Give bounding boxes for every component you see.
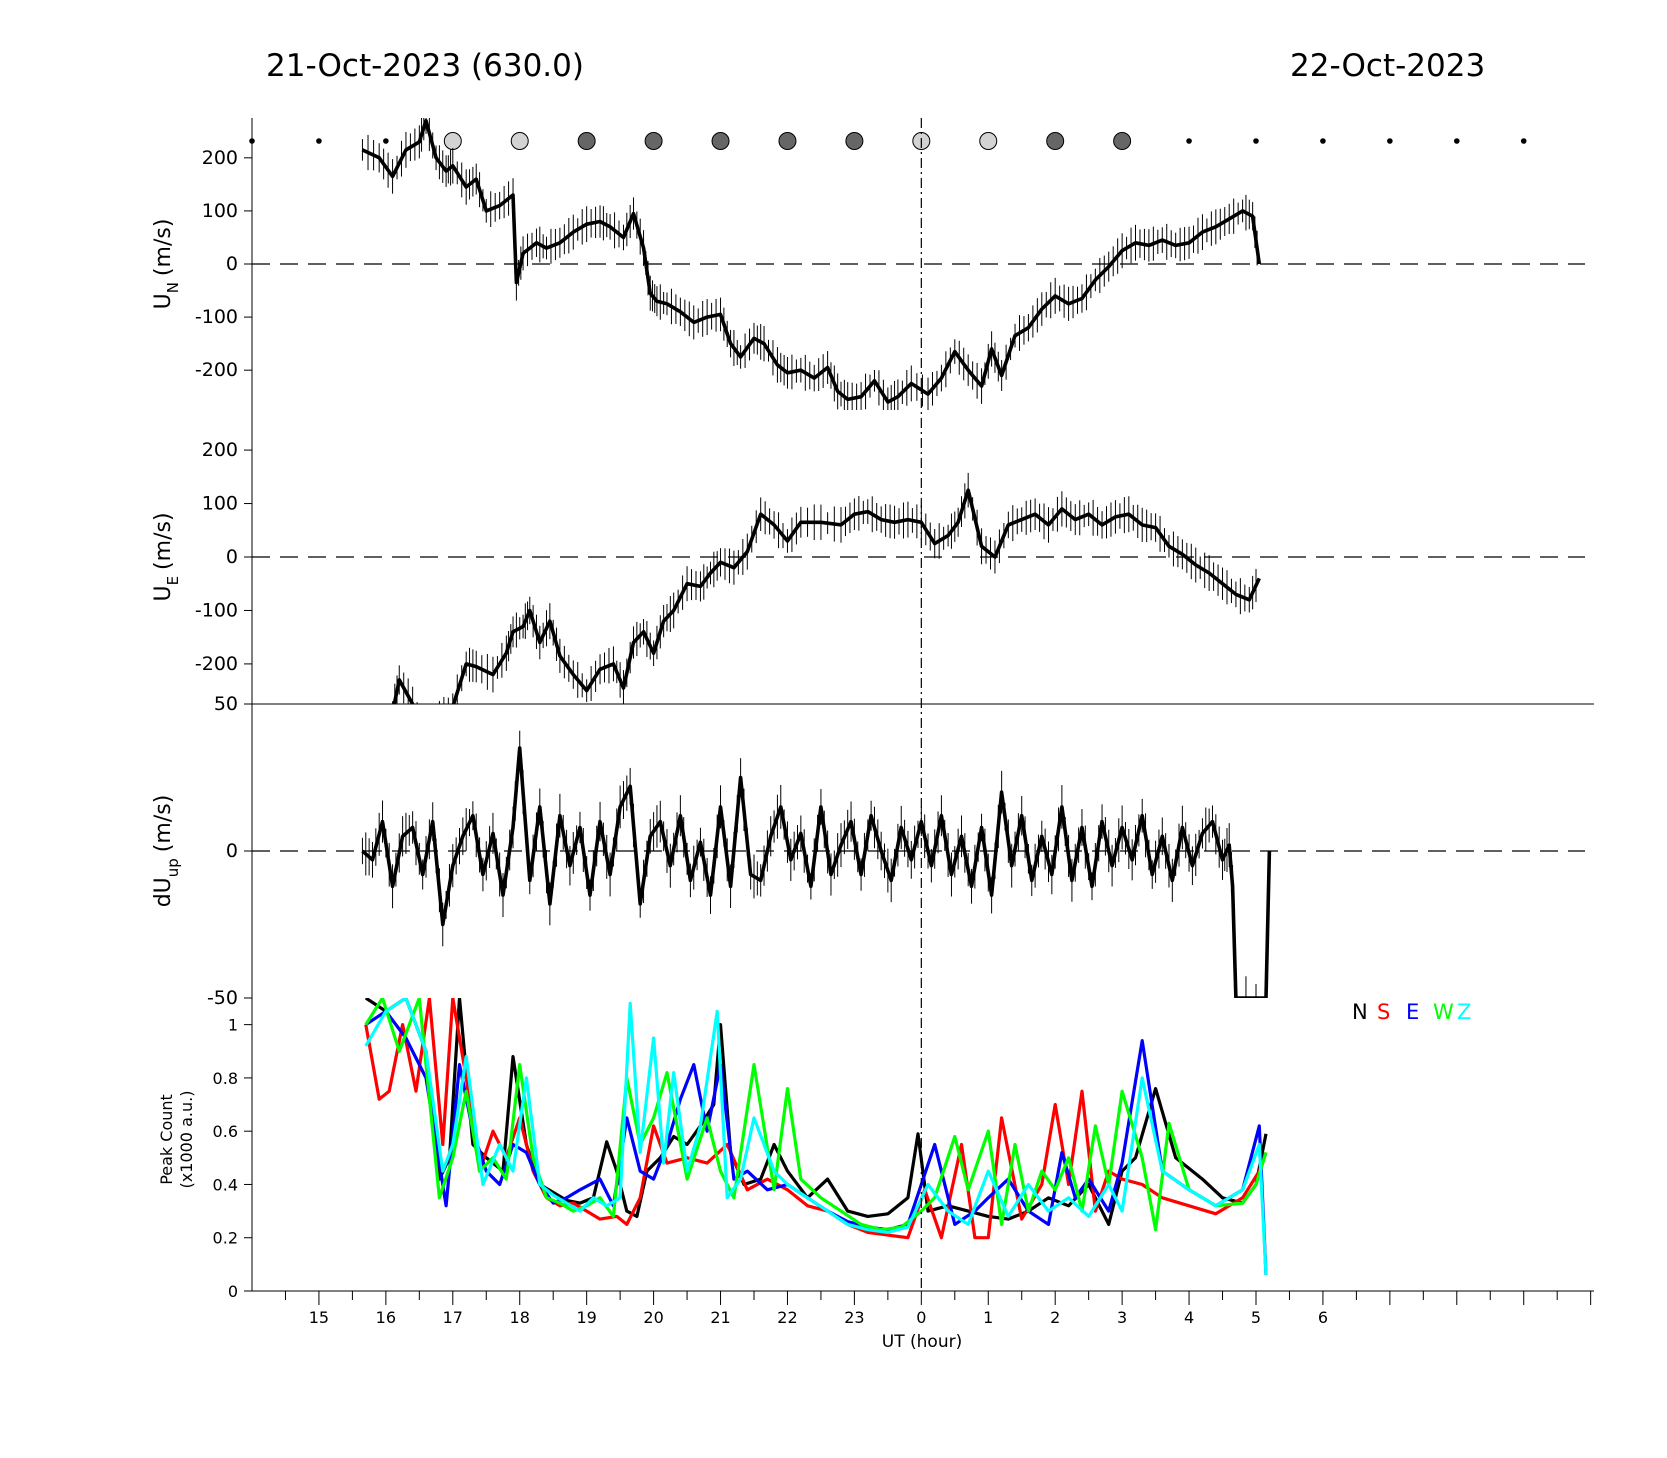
x-tick-label: 18: [510, 1308, 530, 1327]
panel-ue: 200 100 0 -100 -200 UE(m/s): [151, 410, 1585, 704]
panel-peak-count: 1 0.8 0.6 0.4 0.2 0 Peak Count(x1000 a.u.): [157, 998, 1594, 1301]
moon-marker: [711, 132, 730, 150]
y-tick-label: 200: [202, 147, 238, 169]
y-tick-label: -50: [207, 987, 238, 1009]
x-tick-label: 0: [916, 1308, 926, 1327]
x-tick-label: 19: [576, 1308, 596, 1327]
moon-marker: [443, 132, 462, 150]
moon-marker: [577, 132, 596, 150]
x-tick-label: 16: [376, 1308, 396, 1327]
title-left: 21-Oct-2023 (630.0): [266, 48, 584, 84]
y-tick-label: -100: [195, 306, 238, 328]
series-line-main: [392, 488, 1261, 704]
y-tick-label: 0.8: [213, 1069, 238, 1088]
y-axis-label: Peak Count(x1000 a.u.): [157, 1091, 196, 1189]
series-line-main: [361, 118, 1262, 404]
x-axis: 15 16 17 18 19 20 21 22 23 0 1 2 3 4 5 6: [284, 1291, 1592, 1327]
legend-entry-N: N: [1352, 1000, 1368, 1024]
x-tick-label: 6: [1318, 1308, 1328, 1327]
moon-marker: [979, 132, 998, 150]
x-tick-label: 2: [1050, 1308, 1060, 1327]
moon-markers: [249, 132, 1527, 150]
moon-marker: [1520, 138, 1527, 144]
series-line-E: [364, 1009, 1268, 1276]
x-tick-label: 20: [643, 1308, 663, 1327]
y-tick-label: -200: [195, 359, 238, 381]
series-line-W: [364, 998, 1268, 1232]
moon-marker: [1320, 138, 1326, 144]
y-tick-label: 0.4: [213, 1175, 238, 1194]
moon-marker: [316, 138, 322, 144]
x-tick-label: 21: [710, 1308, 730, 1327]
series-line-Z: [364, 998, 1268, 1276]
y-tick-label: -100: [195, 599, 238, 621]
moon-marker: [383, 138, 389, 144]
x-tick-label: 17: [443, 1308, 463, 1327]
y-axis-label: UN(m/s): [151, 219, 182, 310]
y-axis-label: dUup(m/s): [151, 795, 182, 908]
x-tick-label: 4: [1184, 1308, 1194, 1327]
y-tick-label: 0.2: [213, 1229, 238, 1248]
moon-marker: [644, 132, 663, 150]
y-tick-label: 200: [202, 439, 238, 461]
y-tick-label: 0: [226, 546, 238, 568]
x-tick-label: 23: [844, 1308, 864, 1327]
x-axis-label: UT (hour): [882, 1332, 962, 1352]
y-tick-label: 100: [202, 200, 238, 222]
panel-duup: 50 0 -50 dUup(m/s): [151, 693, 1594, 1009]
moon-marker: [1453, 138, 1460, 144]
moon-marker: [1186, 138, 1192, 144]
moon-marker: [1387, 138, 1393, 144]
y-tick-label: -200: [195, 653, 238, 675]
y-tick-label: 0.6: [213, 1122, 238, 1141]
y-tick-label: 1: [228, 1016, 238, 1035]
moon-marker: [1253, 138, 1259, 144]
title-right: 22-Oct-2023: [1290, 48, 1485, 84]
x-tick-label: 22: [777, 1308, 797, 1327]
y-tick-label: 0: [228, 1282, 238, 1301]
moon-marker: [510, 132, 529, 150]
legend-entry-S: S: [1377, 1000, 1390, 1024]
y-tick-label: 100: [202, 493, 238, 515]
x-tick-label: 5: [1251, 1308, 1261, 1327]
y-tick-label: 0: [226, 840, 238, 862]
x-tick-label: 3: [1117, 1308, 1127, 1327]
moon-marker: [1113, 132, 1132, 150]
legend-entry-Z: Z: [1457, 1000, 1471, 1024]
y-axis-label: UE(m/s): [151, 512, 182, 601]
x-tick-label: 15: [309, 1308, 329, 1327]
moon-marker: [845, 132, 864, 150]
legend-entry-W: W: [1433, 1000, 1454, 1024]
moon-marker: [778, 132, 797, 150]
x-tick-label: 1: [983, 1308, 993, 1327]
moon-marker: [1046, 132, 1065, 150]
y-tick-label: 0: [226, 253, 238, 275]
series-line-S: [364, 998, 1268, 1240]
panel-un: 200 100 0 -100 -200 UN(m/s): [151, 118, 1585, 410]
legend-entry-E: E: [1406, 1000, 1419, 1024]
y-tick-label: 50: [214, 693, 238, 715]
series-line-main: [361, 746, 1272, 998]
